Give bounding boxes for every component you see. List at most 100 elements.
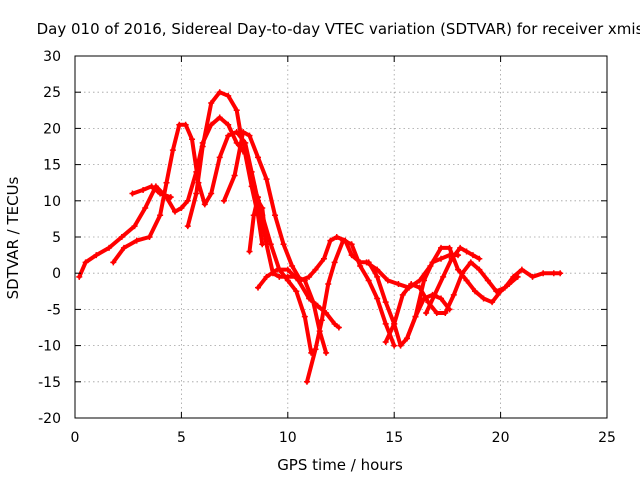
data-point [406,284,413,291]
data-point [506,281,513,288]
data-point [416,277,423,284]
data-point [176,121,183,128]
data-point [208,100,215,107]
data-point [244,154,251,161]
data-point [189,136,196,143]
data-point [255,194,262,201]
data-point [442,310,449,317]
data-point [201,201,208,208]
data-point [208,190,215,197]
data-point [284,266,291,273]
data-point [295,277,302,284]
data-point [497,288,504,295]
data-point [263,273,270,280]
data-point [82,259,89,266]
data-point [284,277,291,284]
series-sat-f [246,194,270,255]
data-point [272,212,279,219]
data-point [446,306,453,313]
data-point [306,273,313,280]
data-point [467,259,474,266]
data-point [157,212,164,219]
data-point [193,190,200,197]
data-point [289,262,296,269]
data-point [518,266,525,273]
data-point [208,121,215,128]
data-point [276,273,283,280]
data-point [457,244,464,251]
data-point [382,320,389,327]
data-point [476,255,483,262]
data-point [293,288,300,295]
data-point [216,154,223,161]
data-point [216,89,223,96]
data-point [167,194,174,201]
data-point [246,248,253,255]
data-point [412,313,419,320]
data-point [431,291,438,298]
data-point [557,270,564,277]
y-tick-label: 20 [43,121,61,137]
data-point [274,266,281,273]
data-point [363,259,370,266]
data-point [146,234,153,240]
series-sat-h [303,237,398,385]
data-point [325,281,332,288]
series-sat-l [423,244,483,317]
data-point [250,183,257,190]
y-tick-label: 25 [43,85,61,101]
series-layer [76,89,564,385]
data-point [314,302,321,309]
data-point [348,241,355,248]
data-point [384,277,391,284]
data-point [263,176,270,183]
data-point [333,234,340,240]
data-point [233,107,240,114]
data-point [148,183,155,190]
data-point [514,273,521,280]
x-axis-title: GPS time / hours [277,456,403,474]
data-point [420,295,427,302]
data-point [246,132,253,139]
series-sat-e [220,129,462,349]
data-point [106,244,113,251]
data-point [225,132,232,139]
y-tick-label: 15 [43,158,61,174]
data-point [374,273,381,280]
data-point [472,288,479,295]
data-point [463,277,470,284]
data-point [397,342,404,349]
data-point [320,255,327,262]
data-point [120,244,127,251]
data-point [178,205,185,212]
data-point [142,205,149,212]
data-point [438,295,445,302]
data-point [303,378,310,385]
data-point [250,212,257,219]
data-point [489,299,496,306]
data-point [484,277,491,284]
data-point [306,295,313,302]
data-point [220,197,227,204]
x-tick-label: 15 [385,430,403,446]
data-point [163,179,170,186]
data-point [233,139,240,146]
data-point [157,190,164,197]
data-point [323,349,330,356]
series-sat-j [363,244,521,306]
data-point [259,219,266,226]
y-tick-label: 10 [43,194,61,210]
series-trace [405,292,452,341]
data-point [446,244,453,251]
data-point [529,273,536,280]
data-point [365,277,372,284]
data-point [240,129,247,136]
data-point [110,259,117,266]
y-axis-title: SDTVAR / TECUs [4,176,22,299]
data-point [312,346,319,353]
data-point [131,223,138,230]
data-point [455,266,462,273]
data-point [438,255,445,262]
data-point [476,266,483,273]
